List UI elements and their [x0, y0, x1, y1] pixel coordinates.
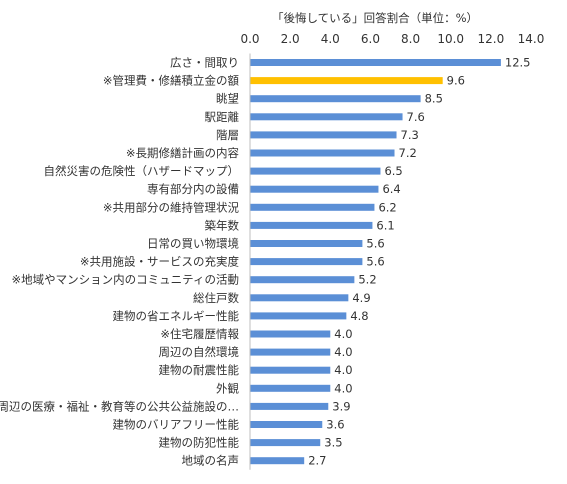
- value-label: 8.5: [425, 92, 443, 106]
- bar: [250, 384, 331, 392]
- bar: [250, 439, 321, 447]
- value-label: 6.5: [384, 164, 402, 178]
- value-label: 4.0: [334, 363, 352, 377]
- category-label: 周辺の医療・福祉・教育等の公共公益施設の…: [0, 399, 239, 413]
- value-label: 5.6: [366, 255, 384, 269]
- bar: [250, 421, 323, 428]
- x-tick-label: 4.0: [321, 32, 340, 46]
- x-tick-label: 0.0: [240, 32, 259, 46]
- category-label: ※地域やマンション内のコミュニティの活動: [12, 273, 239, 287]
- value-label: 7.3: [401, 128, 419, 142]
- value-label: 5.6: [366, 237, 384, 251]
- bar: [250, 185, 379, 193]
- category-label: 外観: [216, 381, 239, 395]
- x-axis-ticks: 0.0 2.0 4.0 6.0 8.0 10.0 12.0 14.0: [240, 32, 544, 46]
- bar: [250, 203, 375, 211]
- bar-highlight: [250, 77, 443, 85]
- category-label: 自然災害の危険性（ハザードマップ）: [44, 164, 240, 178]
- value-label: 7.6: [407, 110, 425, 124]
- category-label: ※住宅履歴情報: [160, 327, 239, 341]
- bar: [250, 131, 397, 139]
- bar: [250, 95, 421, 103]
- value-label: 4.0: [334, 345, 352, 359]
- value-label: 4.8: [350, 309, 368, 323]
- category-label: 階層: [216, 128, 239, 142]
- bar: [250, 221, 373, 229]
- category-label: 建物の耐震性能: [159, 363, 240, 377]
- value-label: 6.1: [376, 218, 394, 232]
- category-label: 地域の名声: [182, 454, 240, 468]
- bar: [250, 348, 331, 356]
- category-label: ※管理費・修繕積立金の額: [103, 74, 240, 88]
- value-label: 12.5: [505, 56, 531, 70]
- bar: [250, 457, 305, 465]
- category-label: 建物の省エネルギー性能: [113, 309, 240, 323]
- category-label: ※共用施設・サービスの充実度: [80, 255, 240, 269]
- category-label: 築年数: [205, 218, 240, 232]
- category-label: 日常の買い物環境: [147, 237, 239, 251]
- value-label: 3.6: [326, 418, 344, 432]
- x-tick-label: 8.0: [401, 32, 420, 46]
- value-label: 6.2: [378, 200, 396, 214]
- value-label: 4.0: [334, 381, 352, 395]
- category-label: ※共用部分の維持管理状況: [103, 200, 240, 214]
- bar: [250, 312, 347, 320]
- category-label: 眺望: [216, 92, 239, 106]
- value-label: 7.2: [399, 146, 417, 160]
- bar: [250, 402, 329, 410]
- value-label: 3.5: [324, 436, 342, 450]
- category-label: 広さ・間取り: [170, 56, 239, 70]
- value-label: 4.0: [334, 327, 352, 341]
- chart-title: 「後悔している」回答割合（単位：%）: [272, 11, 478, 25]
- category-label: 建物の防犯性能: [159, 436, 240, 450]
- value-label: 2.7: [308, 454, 326, 468]
- x-tick-label: 12.0: [477, 32, 504, 46]
- value-label: 3.9: [332, 399, 350, 413]
- category-label: 総住戸数: [193, 291, 239, 305]
- bar: [250, 167, 381, 175]
- bar: [250, 59, 501, 66]
- bars: [250, 59, 501, 465]
- value-label: 5.2: [358, 273, 376, 287]
- bar: [250, 330, 331, 338]
- bar: [250, 149, 395, 157]
- category-label: 周辺の自然環境: [159, 345, 240, 359]
- x-tick-label: 10.0: [437, 32, 464, 46]
- category-label: 専有部分内の設備: [147, 182, 239, 196]
- value-label: 4.9: [352, 291, 370, 305]
- bar: [250, 366, 331, 374]
- category-label: 建物のバリアフリー性能: [113, 418, 240, 432]
- bar: [250, 294, 349, 302]
- bar: [250, 258, 363, 266]
- bar: [250, 276, 355, 284]
- bar: [250, 113, 403, 121]
- x-tick-label: 14.0: [518, 32, 545, 46]
- value-label: 6.4: [382, 182, 400, 196]
- category-label: ※長期修繕計画の内容: [126, 146, 240, 160]
- x-tick-label: 2.0: [281, 32, 300, 46]
- x-tick-label: 6.0: [361, 32, 380, 46]
- category-label: 駅距離: [205, 110, 240, 124]
- bar: [250, 240, 363, 247]
- value-label: 9.6: [447, 74, 465, 88]
- value-labels: 12.5 9.6 8.57.6 7.3 7.2 6.5 6.4 6.2 6.1 5.6 5.6 5.2…: [308, 56, 530, 468]
